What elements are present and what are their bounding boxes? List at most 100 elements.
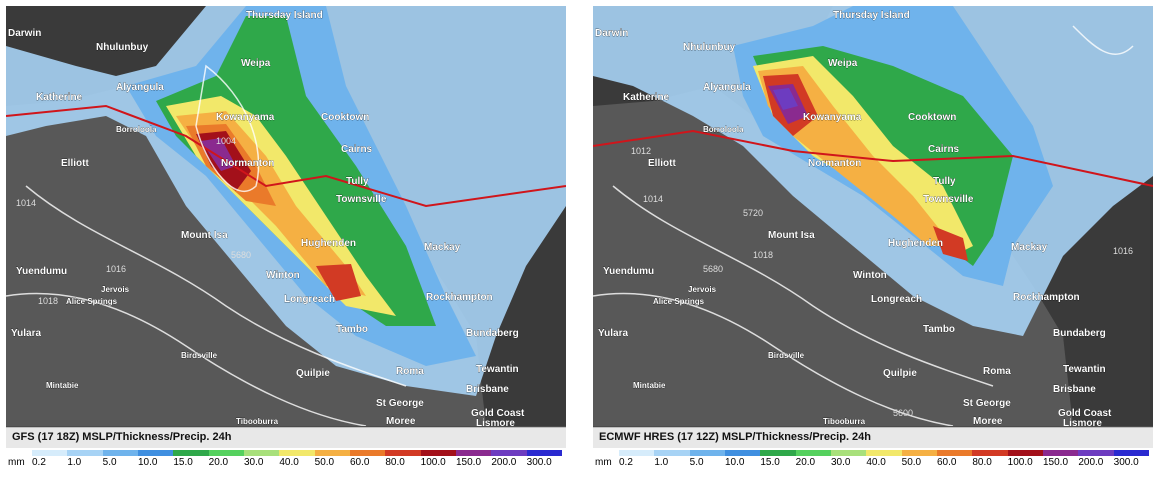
caption-text: GFS (17 18Z) MSLP/Thickness/Precip. 24h <box>12 431 232 443</box>
label-darwin: Darwin <box>595 28 628 39</box>
isobar-3 <box>1072 25 1134 56</box>
label-mintabie: Mintabie <box>633 381 666 390</box>
label-borroloola: Borroloola <box>116 125 157 134</box>
label-nhulunbuy: Nhulunbuy <box>96 42 149 53</box>
label-tibooburra: Tibooburra <box>236 417 279 426</box>
legend-value: 1.0 <box>67 457 82 468</box>
legend-swatch <box>619 450 655 456</box>
label-longreach: Longreach <box>871 294 922 305</box>
mslp-label-1016: 1016 <box>106 264 126 274</box>
mslp-label-1014: 1014 <box>16 198 36 208</box>
legend-value: 10.0 <box>725 457 745 468</box>
isobar-1 <box>25 185 407 387</box>
mslp-line <box>593 129 1153 187</box>
legend-swatch <box>455 450 492 456</box>
legend-value: 15.0 <box>173 457 193 468</box>
gfs-precip-map: Thursday Island Darwin Nhulunbuy Weipa A… <box>6 6 566 426</box>
ecmwf-map-panel: Thursday Island Darwin Nhulunbuy Weipa A… <box>593 6 1153 470</box>
legend-value: 150.0 <box>1043 457 1069 468</box>
label-rockhampton: Rockhampton <box>1013 292 1080 303</box>
legend-swatch <box>279 450 315 456</box>
label-hughenden: Hughenden <box>888 238 943 249</box>
legend-swatch <box>936 450 973 456</box>
legend-swatch <box>1113 450 1149 456</box>
label-normanton: Normanton <box>808 158 861 169</box>
label-elliott: Elliott <box>61 158 89 169</box>
legend-unit: mm <box>8 457 25 468</box>
legend-swatch <box>314 450 350 456</box>
legend-swatch <box>349 450 386 456</box>
legend-swatch <box>724 450 761 456</box>
legend-swatch <box>102 450 138 456</box>
label-tambo: Tambo <box>923 324 955 335</box>
legend-value: 0.2 <box>32 457 46 468</box>
label-weipa: Weipa <box>241 58 271 69</box>
legend-swatch <box>1007 450 1043 456</box>
legend-value: 30.0 <box>831 457 851 468</box>
legend-swatch <box>173 450 209 456</box>
legend-unit: mm <box>595 457 612 468</box>
label-katherine: Katherine <box>623 92 670 103</box>
label-jervois: Jervois <box>101 285 130 294</box>
legend-value: 50.0 <box>314 457 335 468</box>
legend-value: 50.0 <box>901 457 922 468</box>
isobar-2 <box>6 292 367 426</box>
legend-value: 20.0 <box>795 457 816 468</box>
legend-swatch <box>67 450 103 456</box>
label-mount-isa: Mount Isa <box>768 230 815 241</box>
legend-swatch <box>689 450 725 456</box>
label-alice-springs: Alice Springs <box>653 297 705 306</box>
precip-200mm <box>773 88 798 110</box>
legend-swatch <box>137 450 174 456</box>
label-jervois: Jervois <box>688 285 717 294</box>
label-moree: Moree <box>386 416 416 426</box>
legend-swatch <box>1042 450 1079 456</box>
legend-swatch <box>32 450 68 456</box>
legend-value: 100.0 <box>420 457 446 468</box>
label-tully: Tully <box>933 176 956 187</box>
mslp-label-1016: 1016 <box>1113 246 1133 256</box>
label-kowanyama: Kowanyama <box>216 112 275 123</box>
legend-swatch <box>972 450 1008 456</box>
label-tibooburra: Tibooburra <box>823 417 866 426</box>
legend-value: 300.0 <box>526 457 552 468</box>
label-normanton: Normanton <box>221 158 274 169</box>
legend-value: 40.0 <box>866 457 886 468</box>
precip-legend: mm 0.2 1.0 5.0 10.0 15.0 20.0 30.0 40.0 50.0 60.0… <box>6 448 566 470</box>
legend-value: 0.2 <box>619 457 633 468</box>
label-townsville: Townsville <box>923 194 974 205</box>
mslp-label-1018: 1018 <box>38 296 58 306</box>
label-borroloola: Borroloola <box>703 125 744 134</box>
legend-swatch <box>420 450 456 456</box>
label-winton: Winton <box>266 270 300 281</box>
legend-swatch <box>830 450 867 456</box>
label-thursday-island: Thursday Island <box>246 10 323 21</box>
label-longreach: Longreach <box>284 294 335 305</box>
label-alice-springs: Alice Springs <box>66 297 118 306</box>
label-bundaberg: Bundaberg <box>466 328 519 339</box>
legend-value: 300.0 <box>1113 457 1139 468</box>
label-townsville: Townsville <box>336 194 387 205</box>
legend-value: 20.0 <box>208 457 229 468</box>
label-mintabie: Mintabie <box>46 381 79 390</box>
label-tewantin: Tewantin <box>476 364 519 375</box>
legend-swatch <box>901 450 937 456</box>
ecmwf-precip-map: Thursday Island Darwin Nhulunbuy Weipa A… <box>593 6 1153 426</box>
legend-value: 100.0 <box>1007 457 1033 468</box>
legend-value: 200.0 <box>491 457 517 468</box>
legend-value: 80.0 <box>385 457 405 468</box>
mslp-label-1014: 1014 <box>643 194 663 204</box>
label-quilpie: Quilpie <box>883 368 917 379</box>
gfs-map-panel: Thursday Island Darwin Nhulunbuy Weipa A… <box>6 6 566 470</box>
legend-swatch <box>208 450 244 456</box>
isobar-low <box>195 64 260 193</box>
label-alyangula: Alyangula <box>703 82 751 93</box>
legend-swatch <box>491 450 527 456</box>
legend-value: 5.0 <box>102 457 117 468</box>
label-katherine: Katherine <box>36 92 83 103</box>
label-yulara: Yulara <box>11 328 41 339</box>
label-elliott: Elliott <box>648 158 676 169</box>
label-brisbane: Brisbane <box>1053 384 1096 395</box>
label-kowanyama: Kowanyama <box>803 112 862 123</box>
mslp-label-5720: 5720 <box>743 208 763 218</box>
